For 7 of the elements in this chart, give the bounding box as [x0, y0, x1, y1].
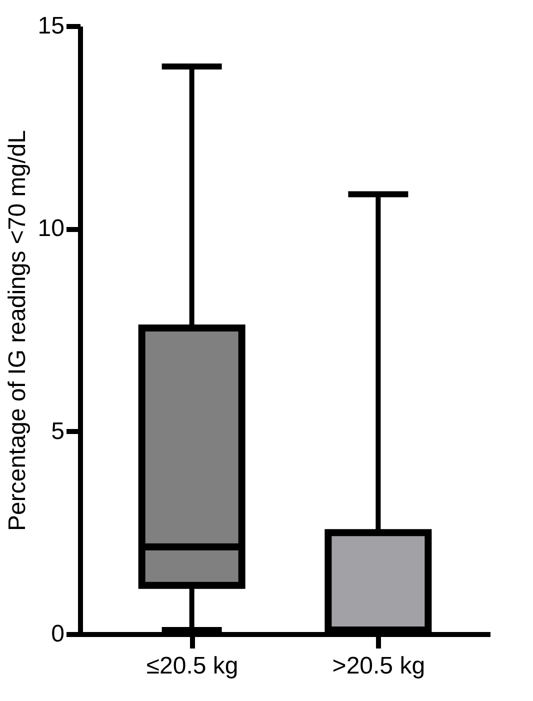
x-tick-label: ≤20.5 kg — [146, 652, 238, 680]
y-tick-label: 5 — [51, 418, 64, 445]
y-tick-label: 0 — [51, 620, 64, 648]
y-tick-label: 15 — [38, 12, 64, 40]
x-tick-label: >20.5 kg — [332, 652, 426, 680]
y-tick-label: 10 — [38, 215, 64, 242]
y-axis-title: Percentage of IG readings <70 mg/dL — [4, 130, 31, 531]
